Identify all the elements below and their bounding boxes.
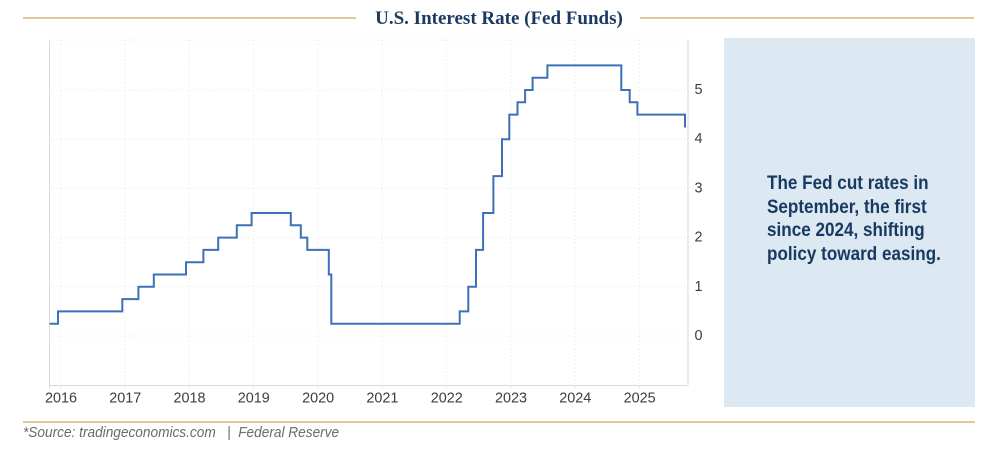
svg-text:2024: 2024	[559, 391, 591, 407]
svg-text:2017: 2017	[109, 391, 141, 407]
svg-text:2021: 2021	[366, 391, 398, 407]
svg-text:2020: 2020	[302, 391, 334, 407]
svg-text:0: 0	[695, 328, 703, 344]
svg-text:1: 1	[695, 279, 703, 295]
svg-text:2: 2	[695, 230, 703, 246]
svg-text:2016: 2016	[45, 391, 77, 407]
svg-text:4: 4	[695, 131, 703, 147]
svg-text:2022: 2022	[431, 391, 463, 407]
svg-text:5: 5	[695, 82, 703, 98]
svg-text:2023: 2023	[495, 391, 527, 407]
svg-text:2019: 2019	[238, 391, 270, 407]
svg-text:3: 3	[695, 180, 703, 196]
svg-text:2018: 2018	[173, 391, 205, 407]
svg-text:2025: 2025	[624, 391, 656, 407]
